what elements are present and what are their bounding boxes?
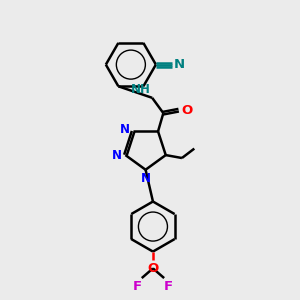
Text: N: N [174,58,185,71]
Text: N: N [112,148,122,162]
Text: N: N [120,123,130,136]
Text: N: N [141,172,151,185]
Text: F: F [133,280,142,292]
Text: O: O [181,104,192,117]
Text: F: F [164,280,173,292]
Text: O: O [147,262,159,275]
Text: NH: NH [130,83,150,96]
